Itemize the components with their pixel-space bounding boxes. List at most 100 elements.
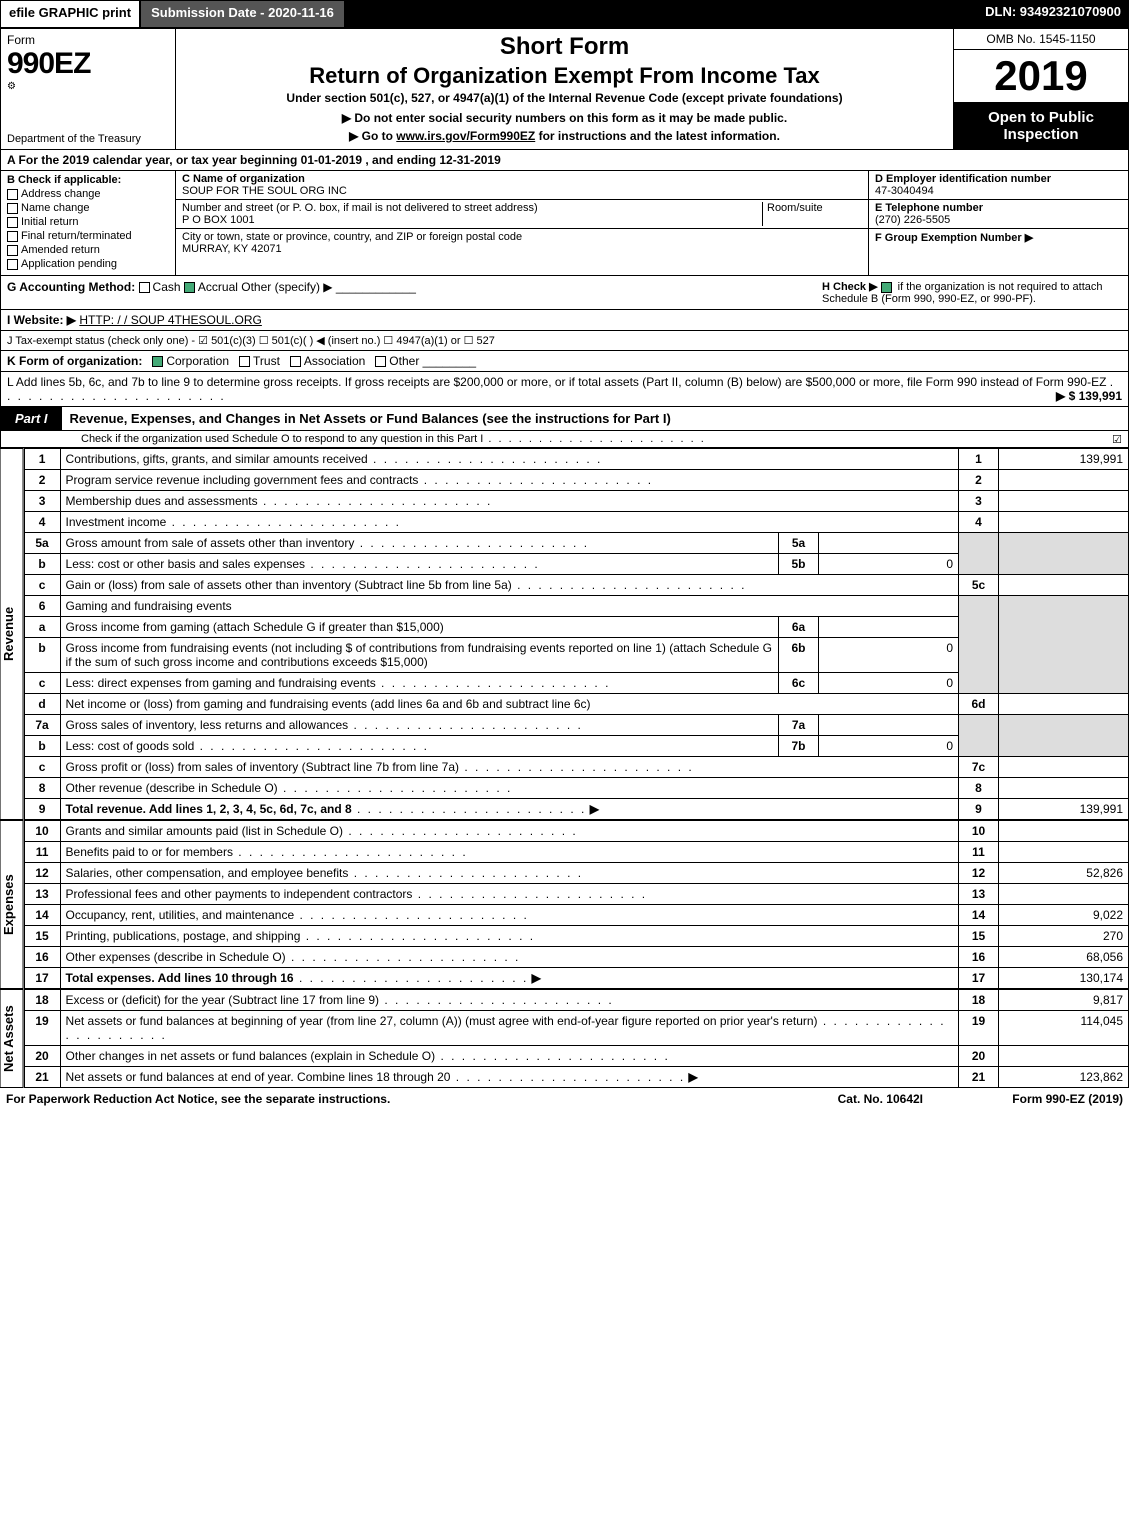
revenue-section: Revenue 1Contributions, gifts, grants, a… — [0, 448, 1129, 820]
line-17: 17Total expenses. Add lines 10 through 1… — [24, 968, 1128, 989]
chk-other-org[interactable] — [375, 356, 386, 367]
line-8: 8Other revenue (describe in Schedule O)8 — [24, 778, 1128, 799]
g-h-block: G Accounting Method: Cash Accrual Other … — [0, 276, 1129, 310]
chk-initial-return[interactable]: Initial return — [7, 216, 169, 228]
line-18: 18Excess or (deficit) for the year (Subt… — [24, 990, 1128, 1011]
footer-formref: Form 990-EZ (2019) — [923, 1092, 1123, 1106]
col-c: C Name of organization SOUP FOR THE SOUL… — [176, 171, 868, 275]
line-12: 12Salaries, other compensation, and empl… — [24, 863, 1128, 884]
scho-check-icon: ☑ — [1112, 433, 1122, 446]
line-7c: cGross profit or (loss) from sales of in… — [24, 757, 1128, 778]
dln-label: DLN: 93492321070900 — [977, 0, 1129, 28]
goto-pre: ▶ Go to — [349, 129, 396, 143]
short-form-title: Short Form — [184, 33, 945, 61]
irs-link[interactable]: www.irs.gov/Form990EZ — [396, 129, 535, 143]
l-text: L Add lines 5b, 6c, and 7b to line 9 to … — [7, 375, 1106, 389]
tax-year: 2019 — [954, 50, 1128, 103]
b-header: B Check if applicable: — [7, 174, 169, 186]
line-15: 15Printing, publications, postage, and s… — [24, 926, 1128, 947]
chk-h[interactable] — [881, 282, 892, 293]
line-10: 10Grants and similar amounts paid (list … — [24, 821, 1128, 842]
part1-scho: Check if the organization used Schedule … — [0, 431, 1129, 448]
l-block: L Add lines 5b, 6c, and 7b to line 9 to … — [0, 372, 1129, 407]
chk-trust[interactable] — [239, 356, 250, 367]
page-footer: For Paperwork Reduction Act Notice, see … — [0, 1088, 1129, 1110]
line-13: 13Professional fees and other payments t… — [24, 884, 1128, 905]
d-ein-value: 47-3040494 — [875, 185, 1122, 197]
l-amount: ▶ $ 139,991 — [1056, 389, 1122, 403]
line-16: 16Other expenses (describe in Schedule O… — [24, 947, 1128, 968]
chk-app-pending[interactable]: Application pending — [7, 258, 169, 270]
line-19: 19Net assets or fund balances at beginni… — [24, 1011, 1128, 1046]
top-bar: efile GRAPHIC print Submission Date - 20… — [0, 0, 1129, 28]
return-title: Return of Organization Exempt From Incom… — [184, 63, 945, 89]
k-label: K Form of organization: — [7, 354, 142, 368]
line-a: A For the 2019 calendar year, or tax yea… — [0, 150, 1129, 171]
line-6d: dNet income or (loss) from gaming and fu… — [24, 694, 1128, 715]
g-accrual: Accrual — [198, 280, 238, 294]
line-5c: cGain or (loss) from sale of assets othe… — [24, 575, 1128, 596]
form-number: 990EZ — [7, 47, 169, 81]
c-name-label: C Name of organization — [182, 173, 862, 185]
netassets-label: Net Assets — [0, 989, 24, 1088]
revenue-label: Revenue — [0, 448, 24, 820]
under-section: Under section 501(c), 527, or 4947(a)(1)… — [184, 91, 945, 105]
i-label: I Website: ▶ — [7, 313, 76, 327]
line-11: 11Benefits paid to or for members11 — [24, 842, 1128, 863]
expenses-table: 10Grants and similar amounts paid (list … — [24, 820, 1129, 989]
part1-header: Part I Revenue, Expenses, and Changes in… — [0, 407, 1129, 431]
chk-accrual[interactable] — [184, 282, 195, 293]
submission-date: Submission Date - 2020-11-16 — [140, 0, 345, 28]
goto-post: for instructions and the latest informat… — [535, 129, 780, 143]
chk-cash[interactable] — [139, 282, 150, 293]
e-tel-label: E Telephone number — [875, 202, 1122, 214]
dept-treasury: Department of the Treasury — [7, 133, 141, 145]
section-bcdef: B Check if applicable: Address change Na… — [0, 171, 1129, 276]
line-21: 21Net assets or fund balances at end of … — [24, 1067, 1128, 1088]
expenses-section: Expenses 10Grants and similar amounts pa… — [0, 820, 1129, 989]
revenue-table: 1Contributions, gifts, grants, and simil… — [24, 448, 1129, 820]
chk-name-change[interactable]: Name change — [7, 202, 169, 214]
form-word: Form — [7, 33, 169, 47]
col-def: D Employer identification number 47-3040… — [868, 171, 1128, 275]
line-6: 6Gaming and fundraising events — [24, 596, 1128, 617]
k-other: Other — [389, 354, 419, 368]
chk-final-return[interactable]: Final return/terminated — [7, 230, 169, 242]
h-label: H Check ▶ — [822, 281, 878, 293]
j-block: J Tax-exempt status (check only one) - ☑… — [0, 331, 1129, 351]
footer-pra: For Paperwork Reduction Act Notice, see … — [6, 1092, 838, 1106]
netassets-table: 18Excess or (deficit) for the year (Subt… — [24, 989, 1129, 1088]
chk-amended[interactable]: Amended return — [7, 244, 169, 256]
efile-print-button[interactable]: efile GRAPHIC print — [0, 0, 140, 28]
line-1: 1Contributions, gifts, grants, and simil… — [24, 449, 1128, 470]
f-group-label: F Group Exemption Number ▶ — [875, 231, 1122, 244]
omb-number: OMB No. 1545-1150 — [954, 29, 1128, 50]
goto-line: ▶ Go to www.irs.gov/Form990EZ for instru… — [184, 129, 945, 143]
line-14: 14Occupancy, rent, utilities, and mainte… — [24, 905, 1128, 926]
line-2: 2Program service revenue including gover… — [24, 470, 1128, 491]
c-city-label: City or town, state or province, country… — [182, 231, 862, 243]
c-addr-label: Number and street (or P. O. box, if mail… — [182, 202, 762, 214]
d-ein-label: D Employer identification number — [875, 173, 1122, 185]
k-block: K Form of organization: Corporation Trus… — [0, 351, 1129, 372]
k-corp: Corporation — [166, 354, 229, 368]
g-cash: Cash — [153, 280, 181, 294]
chk-corp[interactable] — [152, 356, 163, 367]
c-name-value: SOUP FOR THE SOUL ORG INC — [182, 185, 862, 197]
line-4: 4Investment income4 — [24, 512, 1128, 533]
open-public: Open to Public Inspection — [954, 103, 1128, 149]
col-b: B Check if applicable: Address change Na… — [1, 171, 176, 275]
g-label: G Accounting Method: — [7, 280, 135, 294]
c-city-value: MURRAY, KY 42071 — [182, 243, 862, 255]
i-website[interactable]: HTTP: / / SOUP 4THESOUL.ORG — [79, 313, 261, 327]
g-other: Other (specify) ▶ — [241, 280, 332, 294]
line-7a: 7aGross sales of inventory, less returns… — [24, 715, 1128, 736]
part1-title: Revenue, Expenses, and Changes in Net As… — [62, 407, 1128, 430]
k-assoc: Association — [304, 354, 365, 368]
chk-address-change[interactable]: Address change — [7, 188, 169, 200]
line-9: 9Total revenue. Add lines 1, 2, 3, 4, 5c… — [24, 799, 1128, 820]
part1-label: Part I — [1, 407, 62, 430]
line-3: 3Membership dues and assessments3 — [24, 491, 1128, 512]
c-addr-value: P O BOX 1001 — [182, 214, 762, 226]
chk-assoc[interactable] — [290, 356, 301, 367]
